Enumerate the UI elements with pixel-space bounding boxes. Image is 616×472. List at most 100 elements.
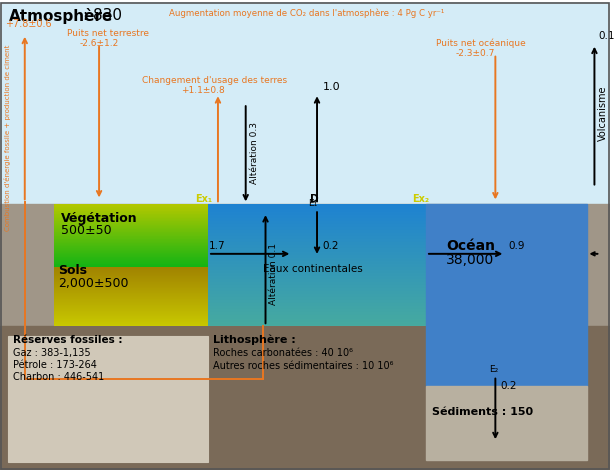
- Bar: [208, 218, 426, 219]
- Bar: [54, 224, 208, 225]
- Bar: [208, 276, 426, 278]
- Bar: [426, 204, 586, 386]
- Bar: [54, 209, 208, 210]
- Text: 0.2: 0.2: [322, 241, 338, 251]
- Bar: [208, 288, 426, 290]
- Text: Végétation: Végétation: [62, 212, 138, 225]
- Bar: [0, 2, 610, 204]
- Bar: [54, 256, 208, 257]
- Bar: [208, 236, 426, 238]
- Text: 1.0: 1.0: [323, 83, 341, 93]
- Bar: [54, 297, 208, 298]
- Text: Autres roches sédimentaires : 10 10⁶: Autres roches sédimentaires : 10 10⁶: [213, 361, 394, 371]
- Bar: [54, 215, 208, 216]
- Text: Altération 0.3: Altération 0.3: [249, 122, 259, 184]
- Bar: [208, 230, 426, 232]
- Bar: [208, 291, 426, 293]
- Bar: [54, 240, 208, 241]
- Bar: [54, 278, 208, 279]
- Bar: [54, 292, 208, 293]
- Text: -2.3±0.7: -2.3±0.7: [456, 49, 495, 58]
- Bar: [208, 323, 426, 325]
- Bar: [208, 259, 426, 261]
- Bar: [54, 244, 208, 245]
- Bar: [208, 264, 426, 265]
- Bar: [208, 297, 426, 299]
- Bar: [54, 243, 208, 244]
- Bar: [208, 256, 426, 258]
- Bar: [54, 225, 208, 226]
- Bar: [54, 216, 208, 217]
- Bar: [208, 308, 426, 310]
- Bar: [54, 280, 208, 281]
- Text: Charbon : 446-541: Charbon : 446-541: [13, 371, 104, 382]
- Bar: [208, 285, 426, 287]
- Bar: [54, 251, 208, 252]
- Bar: [208, 219, 426, 221]
- Bar: [208, 244, 426, 245]
- Bar: [208, 278, 426, 279]
- Text: Eaux continentales: Eaux continentales: [263, 264, 363, 274]
- Bar: [8, 336, 208, 462]
- Text: 0.2: 0.2: [500, 380, 517, 390]
- Bar: [208, 268, 426, 270]
- Bar: [208, 310, 426, 311]
- Bar: [54, 237, 208, 238]
- Bar: [54, 283, 208, 284]
- Bar: [54, 228, 208, 229]
- Bar: [54, 295, 208, 296]
- Bar: [54, 227, 208, 228]
- Text: Roches carbonatées : 40 10⁶: Roches carbonatées : 40 10⁶: [213, 348, 353, 358]
- Bar: [208, 227, 426, 228]
- Text: Lithosphère :: Lithosphère :: [213, 335, 296, 345]
- Bar: [208, 243, 426, 244]
- Bar: [208, 223, 426, 224]
- Bar: [54, 257, 208, 258]
- Bar: [208, 279, 426, 280]
- Bar: [208, 306, 426, 308]
- Bar: [208, 248, 426, 250]
- Bar: [54, 304, 208, 305]
- Bar: [54, 252, 208, 253]
- Text: E₁: E₁: [308, 199, 317, 208]
- Bar: [208, 319, 426, 320]
- Bar: [54, 242, 208, 243]
- Bar: [54, 220, 208, 221]
- Bar: [54, 272, 208, 273]
- Bar: [54, 206, 208, 207]
- Bar: [208, 221, 426, 223]
- Bar: [54, 247, 208, 248]
- Bar: [54, 320, 208, 321]
- Bar: [54, 213, 208, 214]
- Bar: [208, 284, 426, 285]
- Bar: [208, 303, 426, 305]
- Bar: [54, 207, 208, 208]
- Bar: [54, 271, 208, 272]
- Bar: [54, 316, 208, 317]
- Bar: [54, 309, 208, 310]
- Bar: [54, 287, 208, 288]
- Bar: [54, 311, 208, 312]
- Bar: [54, 248, 208, 249]
- Bar: [54, 218, 208, 219]
- Bar: [54, 289, 208, 290]
- Bar: [54, 217, 208, 218]
- Bar: [0, 204, 610, 470]
- Text: Puits net océanique: Puits net océanique: [436, 38, 525, 48]
- Text: 1.7: 1.7: [209, 241, 225, 251]
- Text: Puits net terrestre: Puits net terrestre: [67, 29, 149, 38]
- Text: Volcanisme: Volcanisme: [598, 85, 609, 141]
- Bar: [54, 303, 208, 304]
- Bar: [54, 249, 208, 250]
- Bar: [54, 325, 208, 326]
- Bar: [54, 212, 208, 213]
- Bar: [54, 262, 208, 263]
- Text: Océan: Océan: [446, 239, 495, 253]
- Bar: [54, 296, 208, 297]
- Bar: [54, 273, 208, 274]
- Bar: [54, 290, 208, 291]
- Bar: [208, 320, 426, 321]
- Bar: [208, 233, 426, 235]
- Bar: [208, 312, 426, 314]
- Text: 0.9: 0.9: [508, 241, 525, 251]
